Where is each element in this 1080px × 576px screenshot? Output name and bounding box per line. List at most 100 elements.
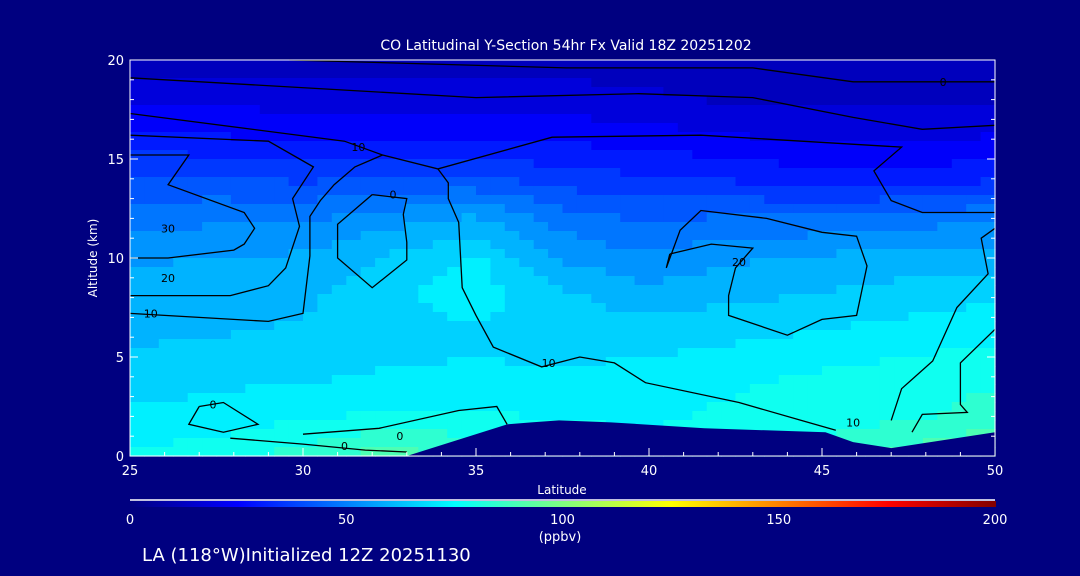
heatmap-cell [389, 204, 405, 214]
heatmap-cell [922, 78, 938, 88]
heatmap-cell [922, 87, 938, 97]
heatmap-cell [418, 150, 434, 160]
heatmap-cell [144, 159, 160, 169]
heatmap-cell [202, 258, 218, 268]
heatmap-cell [274, 231, 290, 241]
heatmap-cell [216, 114, 232, 124]
heatmap-cell [230, 348, 246, 358]
heatmap-cell [548, 330, 564, 340]
heatmap-cell [620, 150, 636, 160]
heatmap-cell [735, 303, 751, 313]
heatmap-cell [158, 249, 174, 259]
heatmap-cell [836, 177, 852, 187]
heatmap-cell [288, 87, 304, 97]
heatmap-cell [418, 321, 434, 331]
heatmap-cell [346, 141, 362, 151]
heatmap-cell [130, 249, 145, 259]
heatmap-cell [375, 303, 391, 313]
heatmap-cell [951, 105, 967, 115]
heatmap-cell [548, 78, 564, 88]
heatmap-cell [461, 267, 477, 277]
heatmap-cell [591, 96, 607, 106]
heatmap-cell [879, 231, 895, 241]
heatmap-cell [173, 168, 189, 178]
heatmap-cell [807, 330, 823, 340]
contour-line [129, 112, 995, 214]
heatmap-cell [360, 114, 376, 124]
heatmap-cell [245, 69, 261, 79]
heatmap-cell [274, 240, 290, 250]
heatmap-cell [807, 141, 823, 151]
heatmap-cell [865, 105, 881, 115]
heatmap-cell [173, 339, 189, 349]
heatmap-cell [187, 285, 203, 295]
heatmap-cell [130, 231, 145, 241]
heatmap-cell [937, 429, 953, 439]
heatmap-cell [894, 204, 910, 214]
heatmap-cell [504, 303, 520, 313]
heatmap-cell [360, 78, 376, 88]
heatmap-cell [317, 420, 333, 430]
heatmap-cell [360, 276, 376, 286]
heatmap-cell [533, 177, 549, 187]
heatmap-cell [303, 339, 318, 349]
heatmap-cell [360, 69, 376, 79]
heatmap-cell [504, 222, 520, 232]
heatmap-cell [274, 177, 290, 187]
heatmap-cell [850, 330, 866, 340]
heatmap-cell [865, 240, 881, 250]
heatmap-cell [490, 60, 506, 70]
heatmap-cell [764, 249, 780, 259]
heatmap-cell [432, 249, 448, 259]
heatmap-cell [144, 375, 160, 385]
heatmap-cell [144, 258, 160, 268]
heatmap-cell [951, 294, 967, 304]
contour-label: 20 [161, 272, 175, 285]
heatmap-cell [591, 150, 607, 160]
heatmap-cell [692, 267, 708, 277]
heatmap-cell [288, 366, 304, 376]
heatmap-cell [548, 321, 564, 331]
heatmap-cell [432, 429, 448, 439]
heatmap-cell [721, 402, 737, 412]
heatmap-cell [937, 384, 953, 394]
heatmap-cell [317, 222, 333, 232]
heatmap-cell [966, 312, 982, 322]
heatmap-cell [822, 132, 837, 142]
heatmap-cell [721, 411, 737, 421]
heatmap-cell [980, 204, 996, 214]
heatmap-cell [706, 402, 722, 412]
heatmap-cell [692, 303, 708, 313]
heatmap-cell [504, 366, 520, 376]
heatmap-cell [764, 330, 780, 340]
heatmap-cell [461, 357, 477, 367]
heatmap-cell [403, 96, 419, 106]
heatmap-cell [476, 294, 491, 304]
heatmap-cell [548, 159, 564, 169]
heatmap-cell [721, 231, 737, 241]
heatmap-cell [259, 78, 275, 88]
heatmap-cell [447, 258, 463, 268]
heatmap-cell [706, 303, 722, 313]
heatmap-cell [966, 240, 982, 250]
heatmap-cell [807, 204, 823, 214]
heatmap-cell [490, 276, 506, 286]
heatmap-cell [620, 78, 636, 88]
heatmap-cell [360, 447, 376, 457]
heatmap-cell [778, 141, 794, 151]
heatmap-cell [317, 132, 333, 142]
heatmap-cell [317, 294, 333, 304]
heatmap-cell [778, 384, 794, 394]
heatmap-cell [649, 222, 664, 232]
heatmap-cell [331, 330, 347, 340]
heatmap-cell [778, 96, 794, 106]
heatmap-cell [634, 294, 650, 304]
heatmap-cell [677, 294, 693, 304]
heatmap-cell [677, 402, 693, 412]
heatmap-cell [519, 384, 535, 394]
heatmap-cell [274, 87, 290, 97]
heatmap-cell [692, 384, 708, 394]
heatmap-cell [375, 249, 391, 259]
heatmap-cell [980, 69, 996, 79]
heatmap-cell [634, 357, 650, 367]
